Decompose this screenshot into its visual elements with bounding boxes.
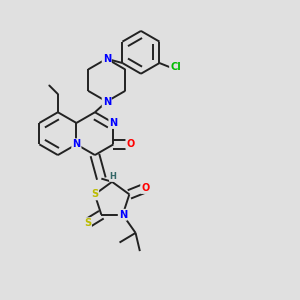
Text: H: H — [110, 172, 117, 181]
Text: S: S — [91, 189, 98, 200]
Text: N: N — [103, 97, 111, 106]
Text: H: H — [110, 172, 117, 181]
Text: N: N — [103, 54, 111, 64]
Text: N: N — [119, 210, 127, 220]
Text: N: N — [103, 97, 111, 106]
Text: S: S — [84, 218, 91, 228]
Text: Cl: Cl — [170, 62, 181, 72]
Text: N: N — [72, 140, 80, 149]
Text: O: O — [141, 183, 149, 193]
Text: O: O — [127, 140, 135, 149]
Text: S: S — [91, 189, 98, 200]
Text: N: N — [103, 54, 111, 64]
Text: N: N — [119, 210, 127, 220]
Text: Cl: Cl — [170, 62, 181, 72]
Text: N: N — [110, 118, 118, 128]
Text: O: O — [127, 140, 135, 149]
Text: S: S — [84, 218, 91, 228]
Text: O: O — [141, 183, 149, 193]
Text: N: N — [110, 118, 118, 128]
Text: N: N — [72, 140, 80, 149]
